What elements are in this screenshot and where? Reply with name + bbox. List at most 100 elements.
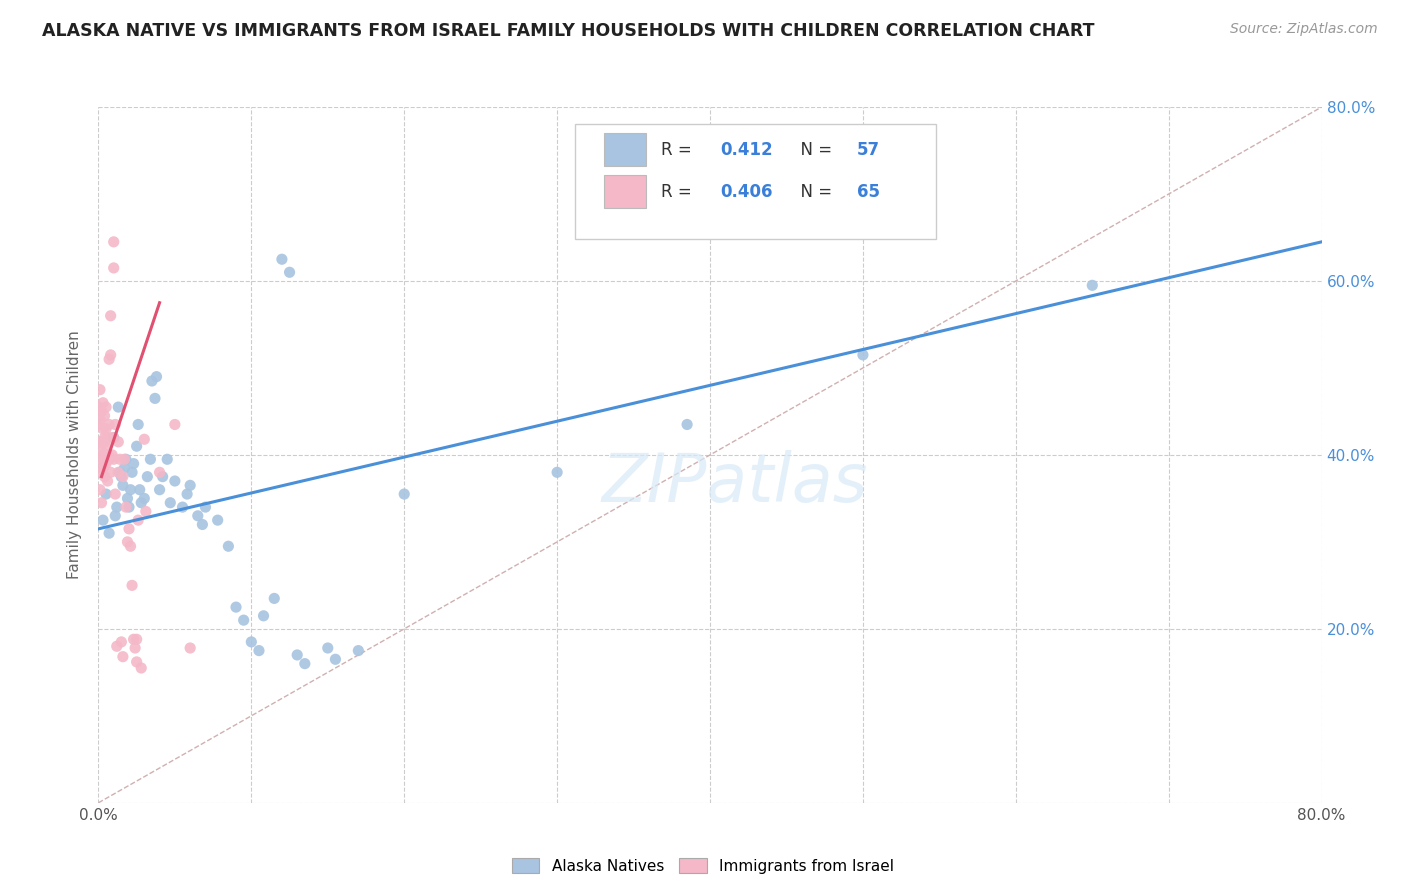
Point	[108, 452, 131, 467]
Point	[127, 417, 149, 432]
Point	[100, 466, 122, 480]
Point	[263, 591, 285, 606]
Legend: Alaska Natives, Immigrants from Israel: Alaska Natives, Immigrants from Israel	[506, 852, 900, 880]
Point	[101, 448, 124, 462]
Point	[546, 466, 568, 480]
Point	[159, 496, 181, 510]
Point	[107, 466, 129, 480]
Point	[179, 478, 201, 492]
Point	[117, 491, 139, 506]
Point	[121, 578, 143, 592]
Point	[100, 348, 122, 362]
Point	[98, 352, 121, 367]
Point	[90, 404, 112, 418]
Point	[127, 513, 149, 527]
Text: ZIPatlas: ZIPatlas	[602, 450, 868, 516]
Point	[118, 500, 141, 514]
Point	[217, 539, 239, 553]
Point	[134, 432, 156, 446]
Point	[136, 469, 159, 483]
Point	[247, 643, 270, 657]
Point	[120, 483, 142, 497]
FancyBboxPatch shape	[603, 133, 647, 166]
Point	[89, 483, 111, 497]
Point	[93, 409, 115, 423]
Point	[105, 500, 128, 514]
Point	[91, 513, 114, 527]
Point	[149, 466, 172, 480]
Point	[89, 413, 111, 427]
Point	[128, 483, 150, 497]
Point	[90, 496, 112, 510]
Point	[207, 513, 229, 527]
Point	[124, 640, 146, 655]
Text: 65: 65	[856, 183, 880, 201]
Text: N =: N =	[790, 183, 837, 201]
Text: N =: N =	[790, 141, 837, 159]
Point	[294, 657, 316, 671]
Point	[94, 487, 117, 501]
FancyBboxPatch shape	[575, 124, 936, 239]
Point	[89, 383, 111, 397]
Point	[191, 517, 214, 532]
Point	[93, 431, 115, 445]
Point	[90, 434, 112, 449]
Point	[278, 265, 301, 279]
Text: 0.406: 0.406	[720, 183, 772, 201]
Point	[240, 635, 263, 649]
Point	[115, 500, 138, 514]
Point	[187, 508, 209, 523]
Point	[676, 417, 699, 432]
Point	[89, 452, 111, 467]
Point	[87, 400, 110, 414]
Point	[93, 457, 115, 471]
FancyBboxPatch shape	[603, 175, 647, 208]
Point	[163, 417, 186, 432]
Point	[89, 434, 111, 449]
Point	[172, 500, 194, 514]
Point	[93, 469, 115, 483]
Point	[111, 649, 134, 664]
Point	[179, 640, 201, 655]
Point	[98, 452, 121, 467]
Point	[852, 348, 875, 362]
Point	[122, 632, 145, 647]
Point	[104, 487, 127, 501]
Point	[111, 469, 134, 483]
Point	[103, 235, 125, 249]
Point	[347, 643, 370, 657]
Point	[90, 466, 112, 480]
Point	[91, 448, 114, 462]
Point	[117, 534, 139, 549]
Point	[94, 439, 117, 453]
Point	[152, 469, 174, 483]
Point	[105, 639, 128, 653]
Point	[125, 655, 148, 669]
Point	[156, 452, 179, 467]
Point	[149, 483, 172, 497]
Point	[194, 500, 217, 514]
Point	[98, 526, 121, 541]
Point	[100, 309, 122, 323]
Point	[93, 434, 115, 449]
Point	[163, 474, 186, 488]
Point	[110, 635, 132, 649]
Point	[139, 452, 162, 467]
Text: 0.412: 0.412	[720, 141, 772, 159]
Point	[115, 452, 138, 467]
Point	[103, 431, 125, 445]
Point	[111, 478, 134, 492]
Point	[125, 439, 148, 453]
Point	[232, 613, 254, 627]
Text: R =: R =	[661, 141, 697, 159]
Point	[94, 457, 117, 471]
Text: 57: 57	[856, 141, 880, 159]
Point	[134, 491, 156, 506]
Point	[112, 452, 135, 467]
Text: R =: R =	[661, 183, 697, 201]
Text: Source: ZipAtlas.com: Source: ZipAtlas.com	[1230, 22, 1378, 37]
Point	[103, 260, 125, 275]
Point	[270, 252, 292, 267]
Text: ALASKA NATIVE VS IMMIGRANTS FROM ISRAEL FAMILY HOUSEHOLDS WITH CHILDREN CORRELAT: ALASKA NATIVE VS IMMIGRANTS FROM ISRAEL …	[42, 22, 1095, 40]
Point	[110, 469, 132, 483]
